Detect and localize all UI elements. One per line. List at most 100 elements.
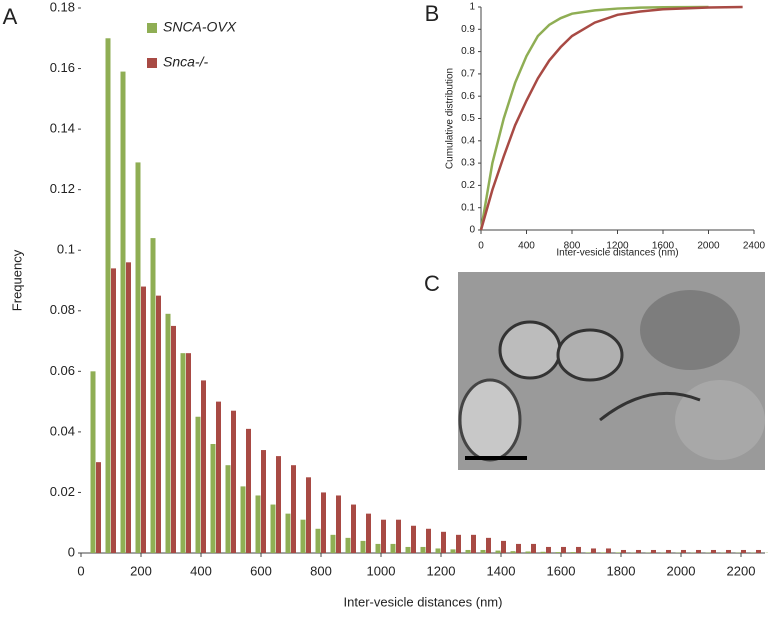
bar bbox=[151, 238, 156, 553]
bar bbox=[156, 296, 161, 553]
bar bbox=[561, 547, 566, 553]
bar bbox=[591, 548, 596, 553]
bar bbox=[571, 552, 576, 553]
bar bbox=[391, 544, 396, 553]
bar bbox=[321, 492, 326, 553]
bar bbox=[481, 550, 486, 553]
bar bbox=[606, 548, 611, 553]
y-tick-label: 1 bbox=[469, 2, 475, 13]
bar bbox=[261, 450, 266, 553]
bar bbox=[271, 505, 276, 553]
bar bbox=[301, 520, 306, 553]
bar bbox=[756, 550, 761, 553]
bar bbox=[336, 495, 341, 553]
legend-swatch bbox=[147, 23, 157, 33]
bar bbox=[306, 477, 311, 553]
bar bbox=[201, 380, 206, 553]
bar bbox=[211, 444, 216, 553]
x-tick-label: 2000 bbox=[667, 563, 696, 578]
y-tick-label: 0.02 bbox=[50, 484, 75, 499]
x-tick-label: 1400 bbox=[487, 563, 516, 578]
y-tick-label: 0.1 bbox=[461, 202, 475, 213]
panel-label: B bbox=[425, 1, 440, 26]
x-tick-label: 600 bbox=[250, 563, 272, 578]
x-tick-label: 1600 bbox=[547, 563, 576, 578]
bar bbox=[516, 544, 521, 553]
panel-label: C bbox=[424, 271, 440, 296]
x-tick-label: 400 bbox=[190, 563, 212, 578]
bar bbox=[451, 549, 456, 553]
bar bbox=[181, 353, 186, 553]
y-tick-label: 0.8 bbox=[461, 46, 475, 57]
bar bbox=[651, 550, 656, 553]
bar bbox=[541, 552, 546, 553]
bar bbox=[396, 520, 401, 553]
bar bbox=[286, 514, 291, 553]
bar bbox=[186, 353, 191, 553]
y-tick-label: 0.1 bbox=[57, 242, 75, 257]
y-tick-label: 0.5 bbox=[461, 113, 475, 124]
bar bbox=[486, 538, 491, 553]
bar bbox=[366, 514, 371, 553]
bar bbox=[141, 287, 146, 553]
bar bbox=[346, 538, 351, 553]
bar bbox=[106, 38, 111, 553]
y-tick-label: 0.6 bbox=[461, 91, 475, 102]
bar bbox=[496, 551, 501, 553]
bar bbox=[636, 550, 641, 553]
y-tick-label: 0.4 bbox=[461, 135, 475, 146]
x-axis-title: Inter-vesicle distances (nm) bbox=[556, 248, 678, 259]
x-tick-label: 0 bbox=[77, 563, 84, 578]
bar bbox=[361, 541, 366, 553]
x-tick-label: 200 bbox=[130, 563, 152, 578]
bar bbox=[546, 547, 551, 553]
bar bbox=[256, 495, 261, 553]
y-tick-label: 0.16 bbox=[50, 60, 75, 75]
bar bbox=[406, 547, 411, 553]
bar bbox=[511, 551, 516, 553]
legend-label: Snca-/- bbox=[163, 54, 208, 70]
x-tick-label: 2200 bbox=[727, 563, 756, 578]
bar bbox=[111, 268, 116, 553]
bar bbox=[711, 550, 716, 553]
bar bbox=[171, 326, 176, 553]
bar bbox=[681, 550, 686, 553]
bar bbox=[411, 526, 416, 553]
x-tick-label: 400 bbox=[518, 241, 535, 252]
y-tick-label: 0.06 bbox=[50, 363, 75, 378]
y-tick-label: 0.7 bbox=[461, 69, 475, 80]
panel-label: A bbox=[3, 4, 18, 29]
bar bbox=[466, 550, 471, 553]
line bbox=[481, 7, 743, 230]
bar bbox=[526, 551, 531, 553]
bar bbox=[231, 411, 236, 553]
legend-swatch bbox=[147, 58, 157, 68]
y-tick-label: 0.18 bbox=[50, 0, 75, 14]
bar bbox=[696, 550, 701, 553]
bar bbox=[96, 462, 101, 553]
y-axis-title: Cumulative distribution bbox=[445, 68, 456, 169]
y-tick-label: 0.14 bbox=[50, 121, 75, 136]
bar bbox=[381, 520, 386, 553]
bar bbox=[531, 544, 536, 553]
bar bbox=[216, 402, 221, 553]
micrograph bbox=[458, 272, 765, 470]
bar bbox=[586, 552, 591, 553]
bar bbox=[621, 550, 626, 553]
bar bbox=[331, 535, 336, 553]
bar bbox=[741, 550, 746, 553]
bar bbox=[166, 314, 171, 553]
bar bbox=[666, 550, 671, 553]
y-axis-title: Frequency bbox=[9, 249, 24, 311]
x-axis-title: Inter-vesicle distances (nm) bbox=[344, 594, 503, 609]
bar bbox=[351, 505, 356, 553]
y-tick-label: 0 bbox=[469, 225, 475, 236]
bar bbox=[456, 535, 461, 553]
x-tick-label: 0 bbox=[478, 241, 484, 252]
bar bbox=[616, 552, 621, 553]
y-tick-label: 0.04 bbox=[50, 423, 75, 438]
bar bbox=[226, 465, 231, 553]
x-tick-label: 1800 bbox=[607, 563, 636, 578]
y-tick-label: 0 bbox=[68, 544, 75, 559]
